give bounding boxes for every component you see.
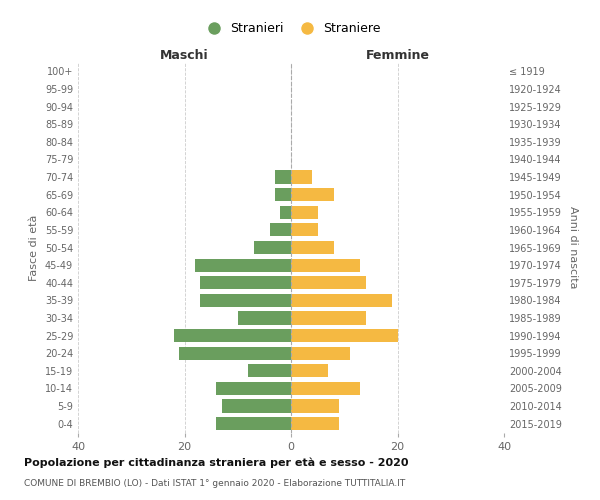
Y-axis label: Anni di nascita: Anni di nascita	[568, 206, 578, 289]
Bar	[275, 170, 291, 183]
Text: Femmine: Femmine	[365, 48, 430, 62]
Bar	[217, 417, 291, 430]
Bar	[291, 382, 360, 395]
Legend: Stranieri, Straniere: Stranieri, Straniere	[197, 17, 385, 40]
Bar	[200, 294, 291, 307]
Bar	[291, 188, 334, 201]
Y-axis label: Fasce di età: Fasce di età	[29, 214, 39, 280]
Bar	[275, 188, 291, 201]
Bar	[179, 346, 291, 360]
Bar	[195, 258, 291, 272]
Bar	[270, 224, 291, 236]
Bar	[254, 241, 291, 254]
Bar	[291, 312, 365, 324]
Bar	[217, 382, 291, 395]
Bar	[200, 276, 291, 289]
Text: Maschi: Maschi	[160, 48, 209, 62]
Bar	[248, 364, 291, 378]
Bar	[291, 400, 339, 412]
Bar	[291, 276, 365, 289]
Bar	[280, 206, 291, 219]
Text: Popolazione per cittadinanza straniera per età e sesso - 2020: Popolazione per cittadinanza straniera p…	[24, 458, 409, 468]
Bar	[174, 329, 291, 342]
Bar	[291, 364, 328, 378]
Bar	[291, 258, 360, 272]
Bar	[291, 346, 350, 360]
Bar	[291, 241, 334, 254]
Bar	[222, 400, 291, 412]
Text: COMUNE DI BREMBIO (LO) - Dati ISTAT 1° gennaio 2020 - Elaborazione TUTTITALIA.IT: COMUNE DI BREMBIO (LO) - Dati ISTAT 1° g…	[24, 479, 405, 488]
Bar	[291, 329, 398, 342]
Bar	[291, 206, 317, 219]
Bar	[291, 170, 313, 183]
Bar	[238, 312, 291, 324]
Bar	[291, 224, 317, 236]
Bar	[291, 294, 392, 307]
Bar	[291, 417, 339, 430]
